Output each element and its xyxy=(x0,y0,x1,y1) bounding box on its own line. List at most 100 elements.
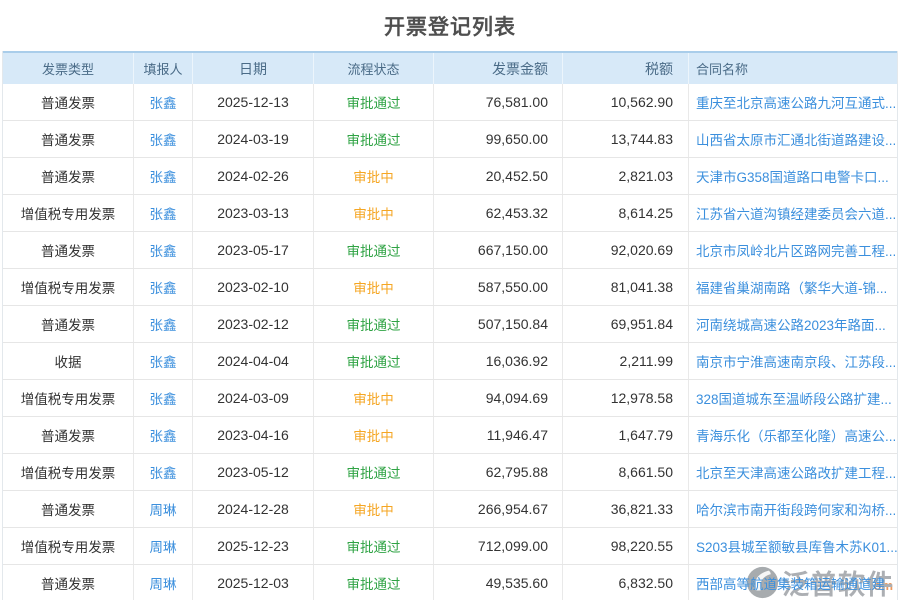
status-cell: 审批通过 xyxy=(314,121,434,157)
column-header-reporter: 填报人 xyxy=(134,53,193,84)
invoice-type-cell: 增值税专用发票 xyxy=(3,454,134,490)
reporter-link[interactable]: 张鑫 xyxy=(134,121,193,157)
date-cell: 2023-05-12 xyxy=(193,454,314,490)
contract-link[interactable]: 江苏省六道沟镇经建委员会六道... xyxy=(696,207,897,222)
amount-cell: 667,150.00 xyxy=(434,232,563,268)
reporter-link[interactable]: 张鑫 xyxy=(134,343,193,379)
date-cell: 2023-04-16 xyxy=(193,417,314,453)
date-cell: 2024-03-09 xyxy=(193,380,314,416)
invoice-type-cell: 普通发票 xyxy=(3,417,134,453)
table-row[interactable]: 增值税专用发票 张鑫 2023-05-12 审批通过 62,795.88 8,6… xyxy=(3,454,897,491)
date-cell: 2024-03-19 xyxy=(193,121,314,157)
contract-link[interactable]: 哈尔滨市南开街段跨何家和沟桥... xyxy=(696,503,897,518)
tax-cell: 8,614.25 xyxy=(563,195,689,231)
date-cell: 2023-05-17 xyxy=(193,232,314,268)
table-row[interactable]: 收据 张鑫 2024-04-04 审批通过 16,036.92 2,211.99… xyxy=(3,343,897,380)
status-cell: 审批中 xyxy=(314,491,434,527)
table-row[interactable]: 普通发票 张鑫 2024-03-19 审批通过 99,650.00 13,744… xyxy=(3,121,897,158)
reporter-link[interactable]: 张鑫 xyxy=(134,306,193,342)
contract-link[interactable]: 福建省巢湖南路（繁华大道-锦... xyxy=(696,281,888,296)
amount-cell: 94,094.69 xyxy=(434,380,563,416)
date-cell: 2023-03-13 xyxy=(193,195,314,231)
contract-link[interactable]: 北京市凤岭北片区路网完善工程... xyxy=(696,244,897,259)
table-row[interactable]: 普通发票 张鑫 2024-02-26 审批中 20,452.50 2,821.0… xyxy=(3,158,897,195)
status-cell: 审批通过 xyxy=(314,454,434,490)
status-cell: 审批中 xyxy=(314,269,434,305)
date-cell: 2025-12-13 xyxy=(193,84,314,120)
reporter-link[interactable]: 张鑫 xyxy=(134,195,193,231)
contract-link[interactable]: S203县城至额敏县库鲁木苏K01... xyxy=(696,540,897,555)
reporter-link[interactable]: 周琳 xyxy=(134,565,193,600)
date-cell: 2024-04-04 xyxy=(193,343,314,379)
date-cell: 2025-12-03 xyxy=(193,565,314,600)
table-row[interactable]: 普通发票 张鑫 2025-12-13 审批通过 76,581.00 10,562… xyxy=(3,84,897,121)
invoice-type-cell: 普通发票 xyxy=(3,158,134,194)
status-cell: 审批通过 xyxy=(314,84,434,120)
tax-cell: 10,562.90 xyxy=(563,84,689,120)
column-header-status: 流程状态 xyxy=(314,53,434,84)
invoice-type-cell: 增值税专用发票 xyxy=(3,269,134,305)
table-row[interactable]: 增值税专用发票 周琳 2025-12-23 审批通过 712,099.00 98… xyxy=(3,528,897,565)
reporter-link[interactable]: 张鑫 xyxy=(134,454,193,490)
contract-link[interactable]: 重庆至北京高速公路九河互通式... xyxy=(696,96,897,111)
invoice-type-cell: 普通发票 xyxy=(3,306,134,342)
title-bar: 开票登记列表 xyxy=(0,0,900,51)
amount-cell: 11,946.47 xyxy=(434,417,563,453)
tax-cell: 8,661.50 xyxy=(563,454,689,490)
tax-cell: 12,978.58 xyxy=(563,380,689,416)
tax-cell: 81,041.38 xyxy=(563,269,689,305)
amount-cell: 16,036.92 xyxy=(434,343,563,379)
contract-link[interactable]: 西部高等航道集装箱运输通道建 xyxy=(696,577,885,592)
table-row[interactable]: 普通发票 张鑫 2023-04-16 审批中 11,946.47 1,647.7… xyxy=(3,417,897,454)
status-cell: 审批通过 xyxy=(314,528,434,564)
contract-link[interactable]: 南京市宁淮高速南京段、江苏段... xyxy=(696,355,897,370)
status-cell: 审批通过 xyxy=(314,232,434,268)
table-row[interactable]: 增值税专用发票 张鑫 2023-02-10 审批中 587,550.00 81,… xyxy=(3,269,897,306)
tax-cell: 1,647.79 xyxy=(563,417,689,453)
date-cell: 2024-12-28 xyxy=(193,491,314,527)
status-cell: 审批中 xyxy=(314,417,434,453)
tax-cell: 2,821.03 xyxy=(563,158,689,194)
amount-cell: 266,954.67 xyxy=(434,491,563,527)
column-header-contract: 合同名称 xyxy=(696,62,749,77)
tax-cell: 6,832.50 xyxy=(563,565,689,600)
amount-cell: 49,535.60 xyxy=(434,565,563,600)
table-header-row: 发票类型 填报人 日期 流程状态 发票金额 税额 合同名称 xyxy=(3,51,897,84)
table-row[interactable]: 普通发票 张鑫 2023-05-17 审批通过 667,150.00 92,02… xyxy=(3,232,897,269)
contract-link[interactable]: 青海乐化（乐都至化隆）高速公... xyxy=(696,429,897,444)
invoice-type-cell: 普通发票 xyxy=(3,565,134,600)
date-cell: 2025-12-23 xyxy=(193,528,314,564)
table-row[interactable]: 增值税专用发票 张鑫 2024-03-09 审批中 94,094.69 12,9… xyxy=(3,380,897,417)
column-header-amount: 发票金额 xyxy=(434,53,563,84)
column-header-tax: 税额 xyxy=(563,53,689,84)
reporter-link[interactable]: 张鑫 xyxy=(134,269,193,305)
table-row[interactable]: 普通发票 周琳 2024-12-28 审批中 266,954.67 36,821… xyxy=(3,491,897,528)
reporter-link[interactable]: 张鑫 xyxy=(134,380,193,416)
contract-link[interactable]: 北京至天津高速公路改扩建工程... xyxy=(696,466,897,481)
contract-link[interactable]: 天津市G358国道路口电警卡口... xyxy=(696,170,889,185)
reporter-link[interactable]: 张鑫 xyxy=(134,84,193,120)
tax-cell: 69,951.84 xyxy=(563,306,689,342)
tax-cell: 13,744.83 xyxy=(563,121,689,157)
table-row[interactable]: 增值税专用发票 张鑫 2023-03-13 审批中 62,453.32 8,61… xyxy=(3,195,897,232)
contract-link[interactable]: 328国道城东至温峤段公路扩建... xyxy=(696,392,892,407)
tax-cell: 36,821.33 xyxy=(563,491,689,527)
reporter-link[interactable]: 张鑫 xyxy=(134,232,193,268)
reporter-link[interactable]: 周琳 xyxy=(134,528,193,564)
reporter-link[interactable]: 张鑫 xyxy=(134,158,193,194)
column-header-date: 日期 xyxy=(193,53,314,84)
invoice-type-cell: 增值税专用发票 xyxy=(3,380,134,416)
invoice-type-cell: 普通发票 xyxy=(3,121,134,157)
contract-link[interactable]: 河南绕城高速公路2023年路面... xyxy=(696,318,886,333)
table-row[interactable]: 普通发票 张鑫 2023-02-12 审批通过 507,150.84 69,95… xyxy=(3,306,897,343)
page-title: 开票登记列表 xyxy=(384,15,516,39)
table-row[interactable]: 普通发票 周琳 2025-12-03 审批通过 49,535.60 6,832.… xyxy=(3,565,897,600)
status-cell: 审批中 xyxy=(314,380,434,416)
invoice-type-cell: 增值税专用发票 xyxy=(3,528,134,564)
reporter-link[interactable]: 周琳 xyxy=(134,491,193,527)
status-cell: 审批中 xyxy=(314,195,434,231)
tax-cell: 92,020.69 xyxy=(563,232,689,268)
invoice-type-cell: 普通发票 xyxy=(3,491,134,527)
reporter-link[interactable]: 张鑫 xyxy=(134,417,193,453)
contract-link[interactable]: 山西省太原市汇通北街道路建设... xyxy=(696,133,897,148)
